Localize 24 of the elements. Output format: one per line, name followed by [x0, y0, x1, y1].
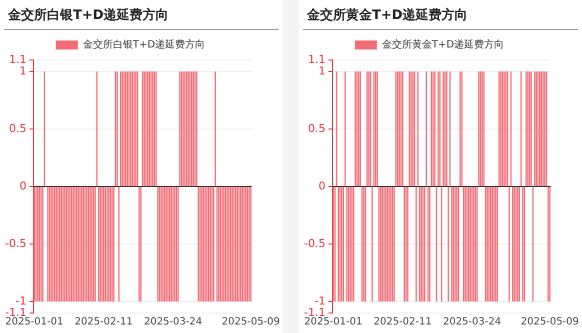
chart-title: 金交所白银T+D递延费方向	[4, 0, 279, 30]
y-tick-label: -0.5	[4, 236, 26, 250]
y-tick-label: 1	[318, 64, 326, 78]
legend-label: 金交所黄金T+D递延费方向	[382, 38, 504, 51]
x-tick-label: 2025-05-09	[222, 316, 280, 328]
y-tick-label: -1	[314, 294, 326, 308]
y-tick-label: 0	[318, 179, 326, 192]
y-tick-label: 0.5	[8, 122, 26, 135]
legend-label: 金交所白银T+D递延费方向	[82, 38, 206, 51]
y-tick-label: -0.5	[304, 236, 326, 250]
y-tick-label: 1.1	[308, 52, 326, 66]
x-tick-label: 2025-01-01	[5, 316, 64, 328]
x-tick-label: 2025-02-11	[74, 316, 133, 328]
x-tick-label: 2025-01-01	[304, 316, 362, 328]
chart-title: 金交所黄金T+D递延费方向	[303, 0, 578, 30]
x-tick-label: 2025-05-09	[520, 316, 579, 328]
y-tick-label: -1	[15, 294, 26, 308]
y-tick-label: 0.5	[308, 122, 326, 135]
x-tick-label: 2025-03-24	[442, 316, 502, 328]
x-tick-label: 2025-02-11	[374, 316, 432, 328]
y-tick-label: 0	[19, 179, 26, 192]
x-tick-label: 2025-03-24	[144, 316, 202, 328]
y-tick-label: 1.1	[8, 52, 26, 66]
y-tick-label: 1	[19, 64, 26, 78]
